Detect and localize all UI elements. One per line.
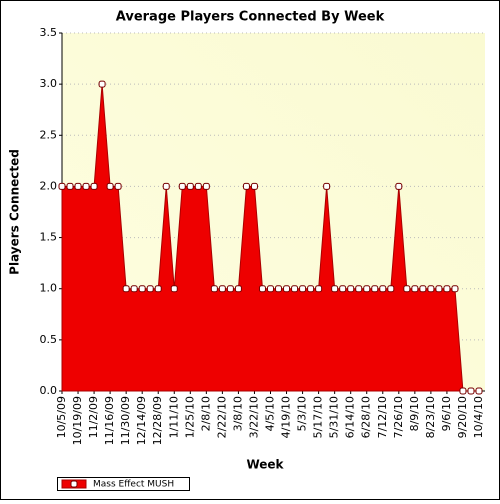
x-tick-label: 8/9/10: [408, 396, 421, 431]
marker: [291, 285, 299, 293]
marker: [459, 387, 467, 395]
marker: [395, 182, 403, 190]
marker: [146, 285, 154, 293]
marker: [66, 182, 74, 190]
marker: [186, 182, 194, 190]
y-tick-label: 2.0: [40, 179, 58, 192]
marker: [379, 285, 387, 293]
x-tick-label: 11/2/09: [87, 396, 100, 438]
marker: [234, 285, 242, 293]
x-tick-label: 10/4/10: [472, 396, 485, 438]
marker: [331, 285, 339, 293]
marker: [90, 182, 98, 190]
marker: [347, 285, 355, 293]
marker: [122, 285, 130, 293]
x-tick-label: 10/5/09: [55, 396, 68, 438]
legend-box: [57, 477, 190, 491]
x-tick-label: 5/3/10: [296, 396, 309, 431]
marker: [82, 182, 90, 190]
marker: [315, 285, 323, 293]
marker: [403, 285, 411, 293]
marker: [130, 285, 138, 293]
marker: [363, 285, 371, 293]
marker: [178, 182, 186, 190]
marker: [138, 285, 146, 293]
marker: [154, 285, 162, 293]
marker: [258, 285, 266, 293]
legend-marker: [70, 480, 78, 488]
x-tick-label: 3/8/10: [231, 396, 244, 431]
marker: [162, 182, 170, 190]
marker: [275, 285, 283, 293]
marker: [419, 285, 427, 293]
x-tick-label: 4/5/10: [264, 396, 277, 431]
x-tick-label: 9/6/10: [440, 396, 453, 431]
x-tick-label: 12/28/09: [151, 396, 164, 445]
marker: [427, 285, 435, 293]
x-tick-label: 6/14/10: [344, 396, 357, 438]
x-tick-label: 2/8/10: [199, 396, 212, 431]
x-tick-label: 4/19/10: [280, 396, 293, 438]
x-tick-label: 1/25/10: [183, 396, 196, 438]
marker: [371, 285, 379, 293]
x-tick-label: 2/22/10: [215, 396, 228, 438]
x-tick-label: 5/17/10: [312, 396, 325, 438]
marker: [411, 285, 419, 293]
marker: [467, 387, 475, 395]
marker: [114, 182, 122, 190]
x-tick-label: 1/11/10: [167, 396, 180, 438]
marker: [242, 182, 250, 190]
x-tick-label: 9/20/10: [456, 396, 469, 438]
x-tick-label: 12/14/09: [135, 396, 148, 445]
x-tick-label: 11/30/09: [119, 396, 132, 445]
marker: [299, 285, 307, 293]
x-tick-label: 5/31/10: [328, 396, 341, 438]
y-tick-label: 0.0: [40, 384, 58, 397]
marker: [250, 182, 258, 190]
y-tick-label: 3.0: [40, 77, 58, 90]
marker: [106, 182, 114, 190]
marker: [339, 285, 347, 293]
x-tick-label: 7/12/10: [376, 396, 389, 438]
x-tick-label: 7/26/10: [392, 396, 405, 438]
marker: [58, 182, 66, 190]
x-tick-label: 10/19/09: [71, 396, 84, 445]
marker: [267, 285, 274, 293]
x-tick-label: 3/22/10: [247, 396, 260, 438]
x-tick-label: 11/16/09: [103, 396, 116, 445]
marker: [202, 182, 210, 190]
marker: [74, 182, 82, 190]
marker: [443, 285, 451, 293]
y-tick-label: 0.5: [40, 333, 58, 346]
marker: [170, 285, 178, 293]
marker: [98, 80, 106, 88]
chart-title: Average Players Connected By Week: [116, 10, 385, 25]
marker: [307, 285, 315, 293]
marker: [435, 285, 443, 293]
x-axis-label: Week: [246, 458, 284, 472]
marker: [226, 285, 234, 293]
marker: [323, 182, 331, 190]
y-tick-label: 1.5: [40, 231, 58, 244]
marker: [387, 285, 395, 293]
marker: [355, 285, 363, 293]
y-tick-label: 2.5: [40, 128, 58, 141]
marker: [218, 285, 226, 293]
marker: [210, 285, 218, 293]
marker: [451, 285, 459, 293]
marker: [283, 285, 291, 293]
marker: [194, 182, 202, 190]
y-axis-label: Players Connected: [8, 149, 22, 275]
x-tick-label: 8/23/10: [424, 396, 437, 438]
legend-label: Mass Effect MUSH: [93, 480, 174, 490]
y-tick-label: 1.0: [40, 282, 58, 295]
marker: [475, 387, 483, 395]
y-tick-label: 3.5: [40, 26, 58, 39]
x-tick-label: 6/28/10: [360, 396, 373, 438]
